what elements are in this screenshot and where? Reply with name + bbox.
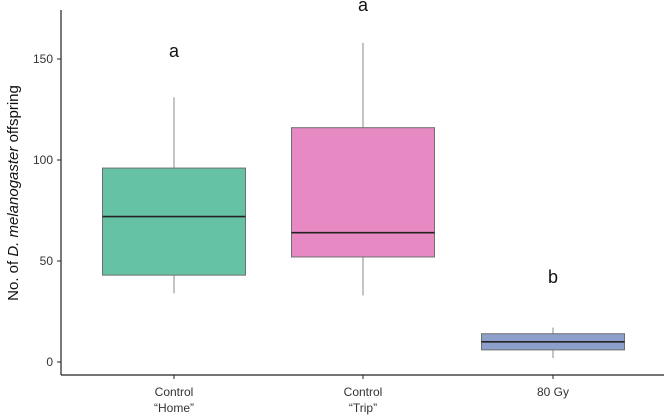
y-axis-title-species: D. melanogaster (5, 146, 22, 257)
y-tick-label: 150 (33, 52, 53, 66)
x-tick-label: Control (155, 385, 194, 399)
x-tick-label-line2: “Home” (154, 401, 194, 415)
y-tick-label: 0 (46, 355, 53, 369)
x-tick-label: 80 Gy (537, 385, 569, 399)
x-tick-label-line2: “Trip” (349, 401, 377, 415)
box (291, 127, 435, 258)
y-axis-title: No. of D. melanogaster offspring (5, 85, 22, 301)
significance-letter: b (548, 267, 558, 287)
y-tick-label: 50 (40, 254, 54, 268)
significance-letter: a (169, 41, 180, 61)
y-axis-title-suffix: offspring (5, 85, 22, 146)
y-tick-label: 100 (33, 153, 53, 167)
significance-letter: a (358, 0, 369, 15)
box (102, 167, 246, 276)
y-axis-title-prefix: No. of (5, 257, 22, 301)
x-tick-label: Control (344, 385, 383, 399)
